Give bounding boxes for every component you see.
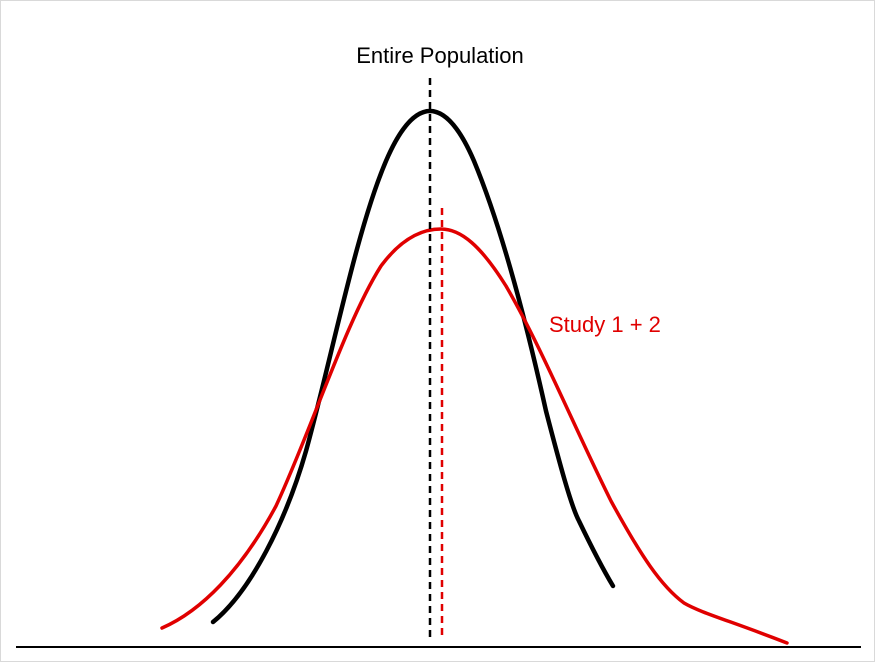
entire-population-label: Entire Population <box>356 43 524 68</box>
study-curve <box>160 227 789 645</box>
population-curve <box>210 108 616 625</box>
study-label: Study 1 + 2 <box>549 312 661 337</box>
